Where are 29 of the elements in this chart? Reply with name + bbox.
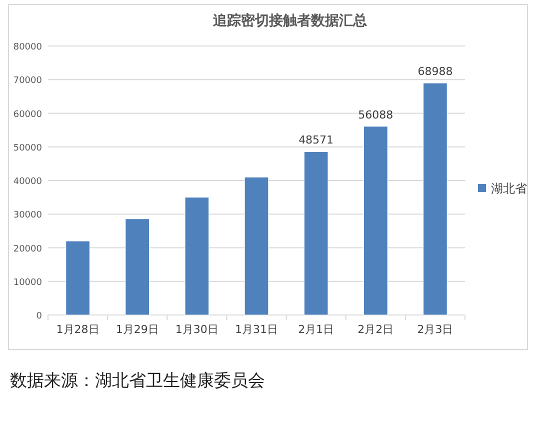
bar [66,240,90,316]
bar [125,218,150,316]
x-tick-label: 1月30日 [175,323,218,336]
data-label: 68988 [418,65,453,78]
y-tick-label: 30000 [13,210,42,221]
y-tick-label: 50000 [13,143,42,154]
x-tick-label: 2月2日 [358,323,394,336]
chart-title: 追踪密切接触者数据汇总 [212,12,367,29]
x-tick-label: 2月3日 [417,323,454,336]
x-tick-label: 1月28日 [56,323,100,336]
bar [304,151,328,316]
y-tick-label: 10000 [13,278,42,288]
bar [363,126,388,316]
x-tick-label: 1月31日 [235,323,278,336]
y-tick-label: 20000 [13,244,42,254]
y-tick-label: 80000 [13,42,42,52]
y-tick-label: 0 [36,312,42,322]
source-note: 数据来源：湖北省卫生健康委员会 [10,371,265,391]
y-tick-label: 40000 [13,177,42,187]
data-label: 48571 [298,134,334,147]
y-tick-label: 70000 [13,76,42,86]
bar [244,176,269,316]
y-tick-label: 60000 [13,110,42,120]
x-tick-label: 1月29日 [116,323,159,336]
data-label: 56088 [358,108,394,122]
bar [423,82,448,316]
legend-label: 湖北省 [491,182,527,196]
bar [184,197,210,316]
x-tick-label: 2月1日 [298,323,334,336]
